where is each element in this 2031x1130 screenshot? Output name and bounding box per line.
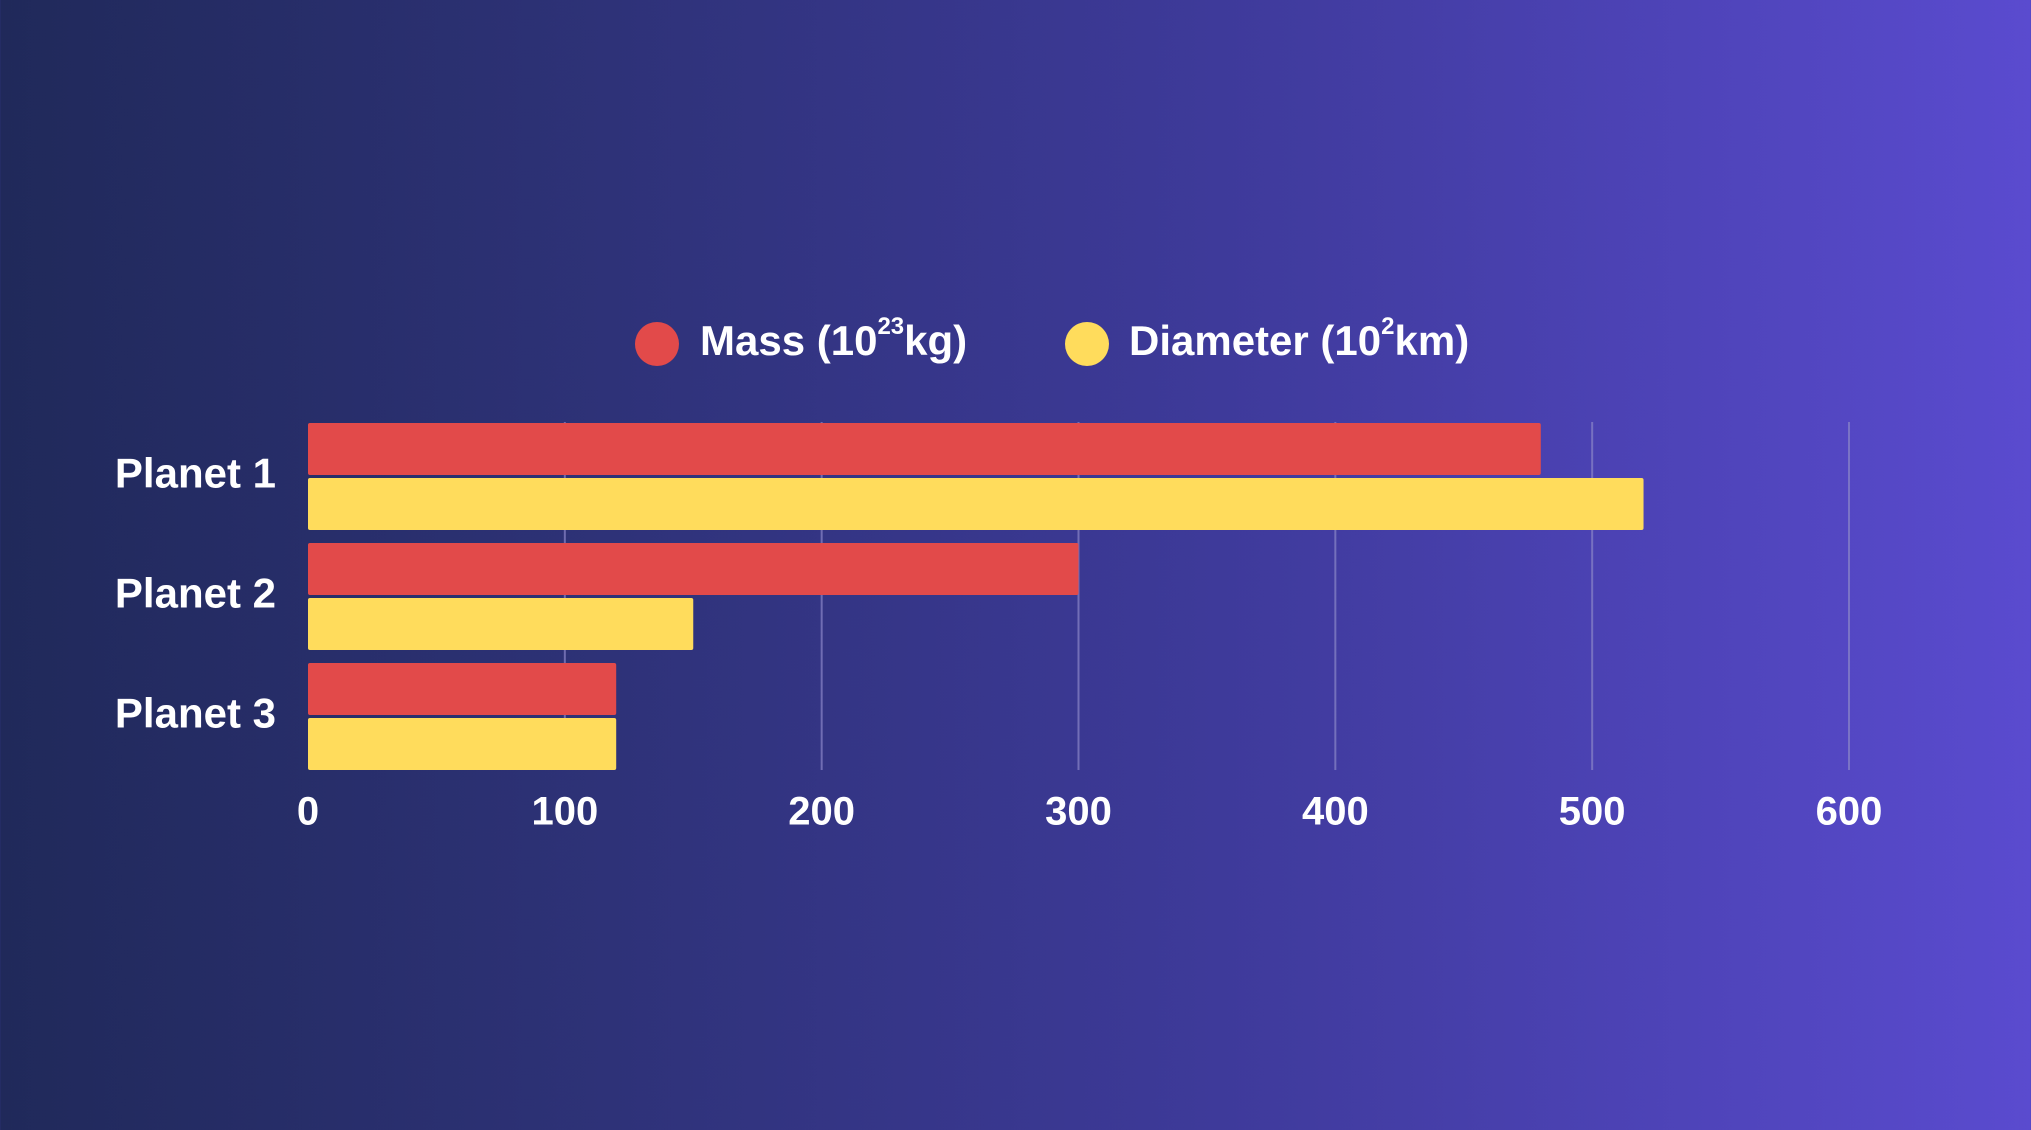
x-tick-label: 400 [1302,790,1369,834]
legend-item: Mass (1023kg) [635,313,967,366]
legend-item: Diameter (102km) [1065,313,1469,366]
bars [308,423,1644,770]
category-labels: Planet 1 Planet 2 Planet 3 [115,450,276,737]
bar-mass-3 [308,663,617,715]
bar-mass-1 [308,423,1541,475]
category-label: Planet 3 [115,690,276,737]
x-axis-ticks: 0 100 200 300 400 500 600 [297,790,1883,834]
bar-diameter-1 [308,478,1644,530]
legend-marker [635,322,679,366]
legend: Mass (1023kg) Diameter (102km) [635,313,1469,366]
x-tick-label: 300 [1045,790,1112,834]
bar-mass-2 [308,543,1079,595]
bar-diameter-2 [308,598,694,650]
x-tick-label: 100 [531,790,598,834]
legend-marker [1065,322,1109,366]
legend-label: Mass (1023kg) [700,313,967,364]
x-tick-label: 200 [788,790,855,834]
category-label: Planet 1 [115,450,276,497]
x-tick-label: 0 [297,790,319,834]
x-tick-label: 500 [1559,790,1626,834]
x-tick-label: 600 [1816,790,1883,834]
bar-diameter-3 [308,718,617,770]
legend-label: Diameter (102km) [1129,313,1469,364]
category-label: Planet 2 [115,570,276,617]
